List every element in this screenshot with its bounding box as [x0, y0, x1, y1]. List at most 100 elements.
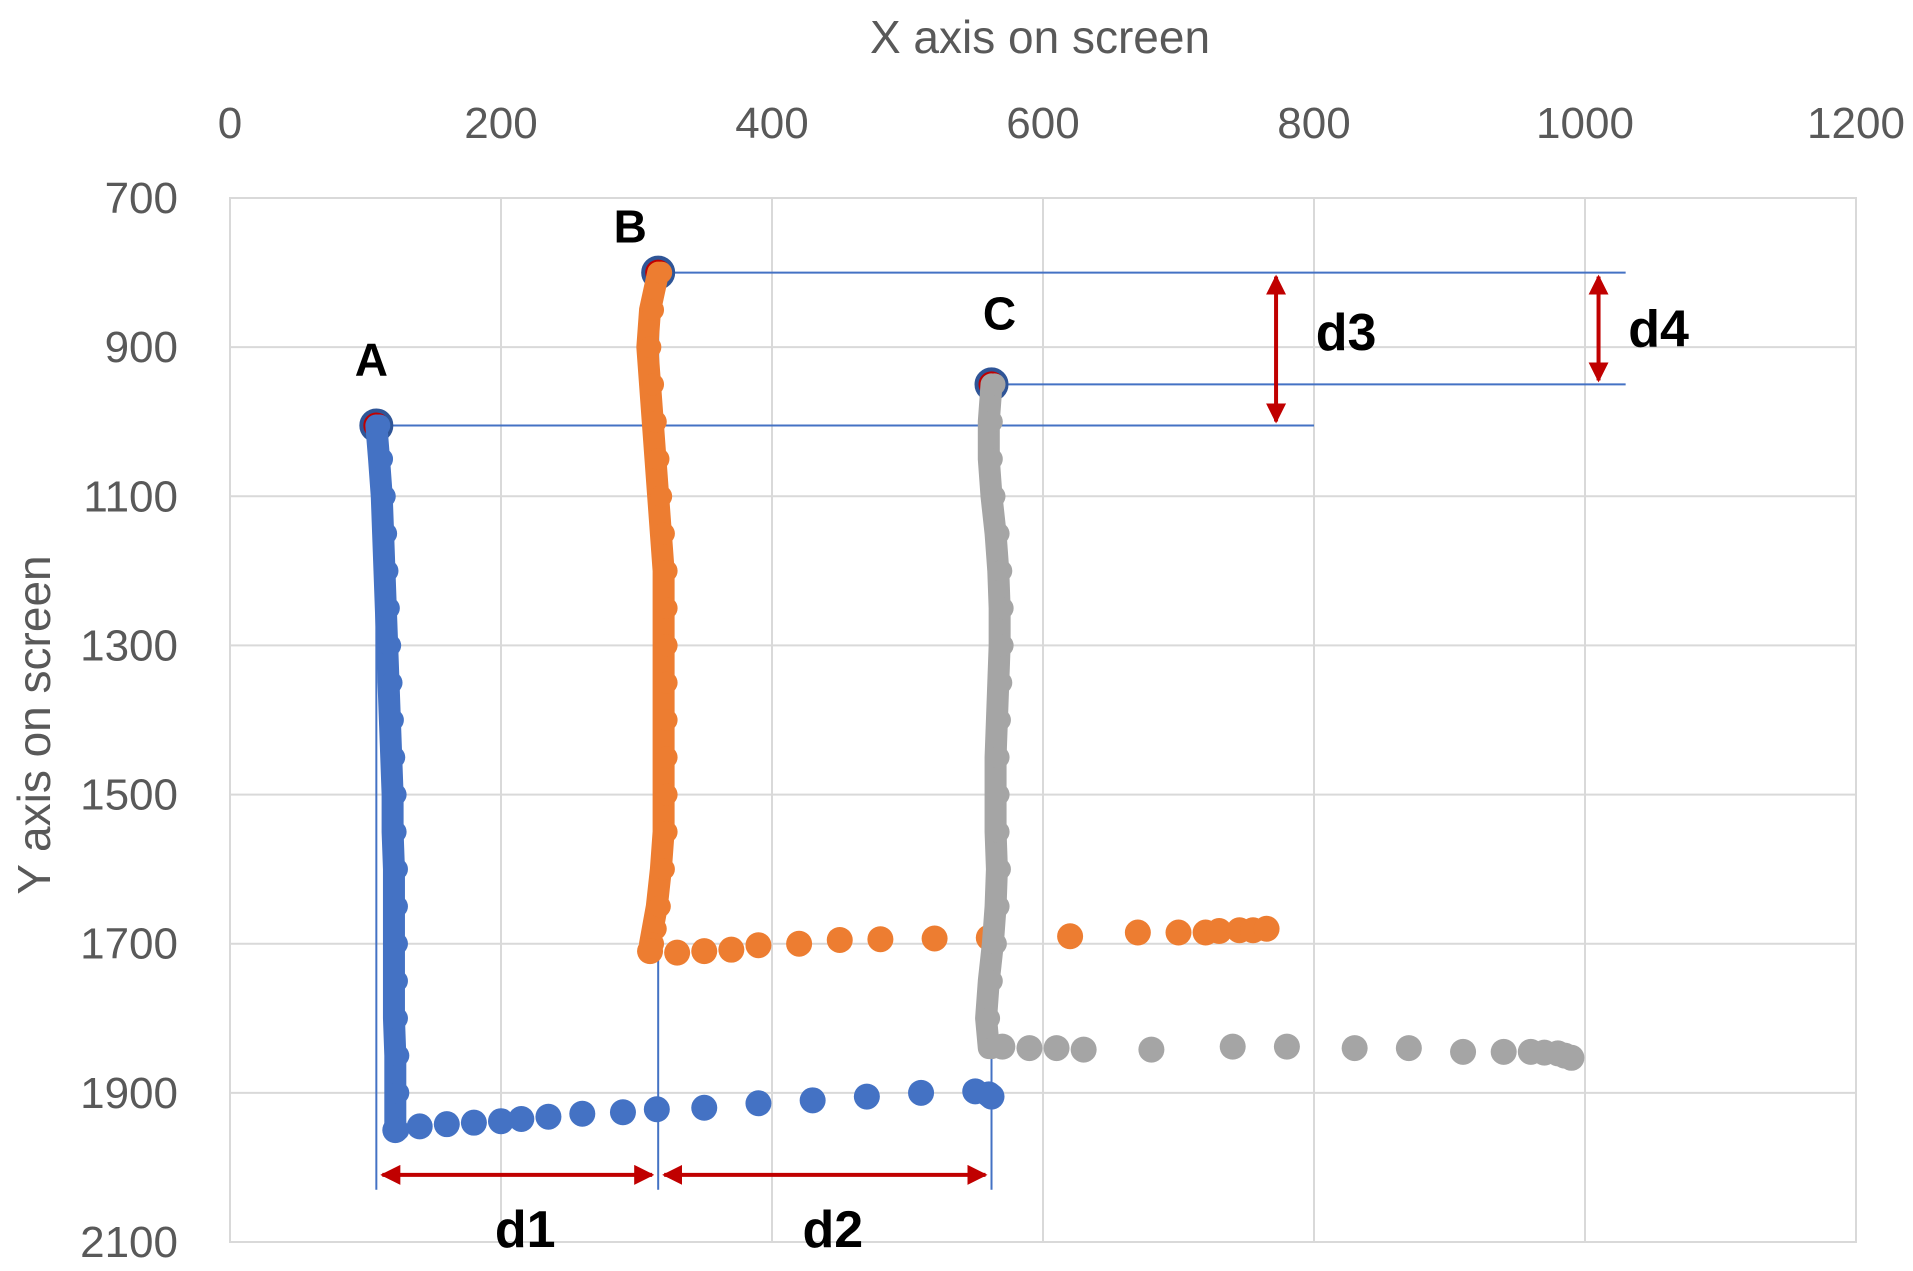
- data-point: [387, 1081, 410, 1104]
- data-points: [365, 261, 1585, 1144]
- data-point: [786, 930, 813, 957]
- data-point: [650, 485, 673, 508]
- series-2: [636, 261, 1280, 966]
- data-point: [609, 1099, 636, 1126]
- data-point: [989, 1033, 1016, 1060]
- x-axis-title: X axis on screen: [870, 11, 1210, 63]
- x-tick-label: 800: [1277, 99, 1350, 148]
- data-point: [1273, 1033, 1300, 1060]
- data-point: [921, 925, 948, 952]
- data-point: [368, 414, 391, 437]
- point-label-a: A: [355, 333, 388, 385]
- data-point: [1206, 918, 1233, 945]
- data-point: [569, 1100, 596, 1127]
- data-point: [655, 671, 678, 694]
- tick-labels: 0 200 400 600 800 1000 1200 700 900 1100 1300 1500 1…: [80, 99, 1905, 1267]
- data-point: [908, 1079, 935, 1106]
- x-tick-label: 400: [735, 99, 808, 148]
- data-point: [1490, 1038, 1517, 1065]
- data-point: [382, 1117, 409, 1144]
- y-tick-label: 700: [105, 174, 178, 223]
- data-point: [978, 1083, 1005, 1110]
- y-tick-label: 1300: [80, 621, 178, 670]
- data-point: [488, 1108, 514, 1135]
- data-point: [535, 1103, 562, 1130]
- data-point: [1070, 1036, 1097, 1063]
- data-point: [385, 932, 408, 955]
- data-point: [377, 597, 400, 620]
- data-point: [745, 1090, 772, 1117]
- x-tick-label: 1000: [1536, 99, 1634, 148]
- data-point: [988, 709, 1011, 731]
- data-point: [853, 1083, 880, 1110]
- data-point: [980, 410, 1003, 433]
- data-point: [376, 559, 399, 582]
- data-point: [987, 895, 1010, 918]
- data-point: [644, 410, 667, 433]
- data-point: [460, 1109, 487, 1136]
- y-tick-label: 1900: [80, 1069, 178, 1118]
- data-point: [652, 858, 675, 881]
- data-point: [655, 559, 678, 582]
- data-point: [655, 634, 678, 657]
- data-point: [508, 1105, 535, 1132]
- dimension-label-d2: d2: [803, 1201, 864, 1259]
- data-point: [387, 1044, 410, 1067]
- dimension-arrows: A B Cd1 d2 d3 d4: [355, 201, 1689, 1259]
- grid-lines: [229, 197, 1857, 1243]
- data-point: [745, 932, 772, 959]
- data-point: [384, 820, 407, 843]
- data-point: [991, 634, 1014, 657]
- x-tick-label: 200: [464, 99, 537, 148]
- x-tick-label: 600: [1006, 99, 1079, 148]
- data-point: [655, 709, 678, 731]
- data-point: [652, 522, 675, 545]
- data-point: [991, 597, 1014, 620]
- data-point: [987, 746, 1010, 769]
- data-point: [643, 1096, 670, 1123]
- data-point: [1016, 1035, 1043, 1062]
- data-point: [1057, 923, 1084, 950]
- data-point: [867, 926, 894, 953]
- point-label-b: B: [614, 201, 647, 253]
- data-point: [383, 746, 406, 769]
- data-point: [655, 820, 678, 843]
- data-point: [983, 485, 1006, 508]
- data-point: [664, 939, 691, 966]
- data-point: [1165, 919, 1192, 946]
- data-point: [655, 597, 678, 620]
- dimension-label-d4: d4: [1628, 301, 1689, 359]
- data-point: [718, 936, 745, 963]
- data-point: [380, 671, 403, 694]
- y-tick-label: 2100: [80, 1218, 178, 1267]
- data-point: [379, 634, 402, 657]
- y-tick-label: 900: [105, 323, 178, 372]
- data-point: [375, 522, 398, 545]
- y-tick-label: 1100: [83, 472, 178, 521]
- data-point: [642, 373, 665, 396]
- data-point: [655, 783, 678, 806]
- data-point: [1138, 1036, 1165, 1063]
- data-point: [1450, 1038, 1477, 1065]
- y-tick-label: 1700: [80, 920, 178, 969]
- y-axis-title: Y axis on screen: [8, 555, 60, 894]
- y-tick-label: 1500: [80, 771, 178, 820]
- data-point: [691, 1094, 718, 1121]
- data-point: [650, 261, 673, 284]
- data-point: [433, 1111, 460, 1138]
- data-point: [990, 671, 1013, 694]
- series-1: [365, 414, 1005, 1144]
- data-point: [978, 1007, 1001, 1030]
- data-point: [655, 746, 678, 769]
- data-point: [1124, 919, 1151, 946]
- data-point: [691, 938, 718, 965]
- data-point: [826, 926, 853, 953]
- series-3: [975, 373, 1585, 1071]
- data-point: [385, 970, 408, 992]
- point-label-c: C: [983, 287, 1016, 339]
- data-point: [984, 932, 1007, 955]
- dimension-label-d3: d3: [1316, 304, 1377, 362]
- data-point: [373, 485, 396, 508]
- x-tick-label: 0: [218, 99, 242, 148]
